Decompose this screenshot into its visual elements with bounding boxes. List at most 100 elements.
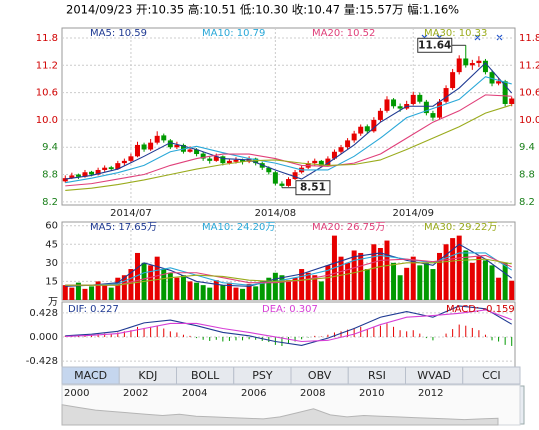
volume-bar [430,269,436,300]
candle-body [207,158,213,161]
candle-body [200,153,206,159]
candle-body [213,156,219,161]
volume-bar [128,269,134,300]
navigator-year: 2006 [241,388,266,399]
tab-label[interactable]: BOLL [191,369,220,382]
volume-bar [200,285,206,300]
y-tick-label-right: 9.4 [519,142,535,153]
volume-bar [69,287,75,300]
y-tick-label: 10.0 [36,115,58,126]
tab[interactable] [462,366,521,385]
candle-body [456,58,462,73]
volume-bar [338,256,344,300]
candle-body [318,160,324,166]
candle-body [371,119,377,132]
candle-body [135,144,140,157]
candle-body [489,72,495,84]
ma-line [65,62,513,180]
legend-entry: MA10: 24.20万 [202,222,275,233]
volume-bar [89,286,95,300]
candle-body [128,156,134,161]
volume-bar [220,285,226,300]
volume-bar [266,277,272,300]
candle-body [312,160,318,164]
unit-label: 万 [48,297,58,308]
candle-body [476,60,482,64]
volume-bar [469,262,475,300]
volume-bar [194,282,200,300]
navigator-year: 2010 [359,388,384,399]
tab-label[interactable]: CCI [482,369,501,382]
volume-bar [135,252,140,300]
candle-body [69,175,75,179]
volume-bar [299,269,305,300]
ma-line [65,309,512,343]
y-tick-label-right: 10.0 [519,115,539,126]
candle-body [154,135,160,143]
volume-bar [207,287,213,300]
volume-bar [371,244,377,300]
volume-bar [62,285,68,300]
candle-body [351,133,357,141]
tab-label[interactable]: RSI [368,369,386,382]
navigator-year: 2004 [182,388,207,399]
volume-bar [226,282,232,300]
candle-body [226,160,232,164]
candle-body [437,101,442,118]
volume-bar [305,272,311,300]
candle-body [148,142,154,150]
ma-line [65,243,513,287]
legend-entry: MA30: 29.22万 [424,222,497,233]
volume-bar [417,265,423,300]
y-tick-label-right: 8.8 [519,170,535,181]
candle-body [95,169,101,175]
candle-body [279,183,285,186]
legend-entry: MA5: 17.65万 [90,222,157,233]
y-tick-label: -0.428 [26,356,58,367]
legend-entry: MACD: -0.159 [446,304,515,315]
volume-bar [180,275,186,300]
volume-bar [423,262,429,300]
candle-body [115,163,121,170]
volume-bar [351,250,357,300]
y-tick-label: 30 [45,258,58,269]
volume-bar [174,277,180,300]
volume-bar [148,265,154,300]
y-tick-label: 8.8 [42,170,58,181]
volume-bar [187,281,193,300]
header: 2014/09/23 开:10.35 高:10.51 低:10.30 收:10.… [66,3,459,17]
candle-body [174,144,180,148]
volume-bar [240,288,246,300]
candle-body [502,81,508,104]
candle-body [364,126,370,132]
ma-line [65,76,512,184]
navigator-year: 2012 [418,388,443,399]
candle-body [102,167,108,170]
volume-bar [463,250,469,300]
candle-body [108,167,114,170]
tab-label[interactable]: MACD [74,369,107,382]
annotation-label: 11.64 [418,39,451,51]
volume-bar [358,252,364,300]
tab-label[interactable]: OBV [308,369,332,382]
y-tick-label: 8.2 [42,197,58,208]
candle-body [410,94,416,104]
y-tick-label: 0.000 [29,332,58,343]
candle-body [469,63,475,66]
candle-body [463,58,469,66]
candle-body [292,172,298,180]
y-tick-label: 0.428 [29,308,58,319]
volume-bar [456,235,462,300]
volume-bar [496,277,502,300]
volume-bar [75,282,81,300]
y-tick-label-right: 10.6 [519,88,539,99]
candle-body [423,101,429,114]
tab-label[interactable]: WVAD [417,369,451,382]
tab-label[interactable]: KDJ [138,369,157,382]
candle-body [167,140,173,148]
tab-label[interactable]: PSY [252,369,273,382]
candle-body [272,172,278,184]
volume-bar [397,275,403,300]
candle-body [358,126,364,134]
candle-body [286,179,291,186]
